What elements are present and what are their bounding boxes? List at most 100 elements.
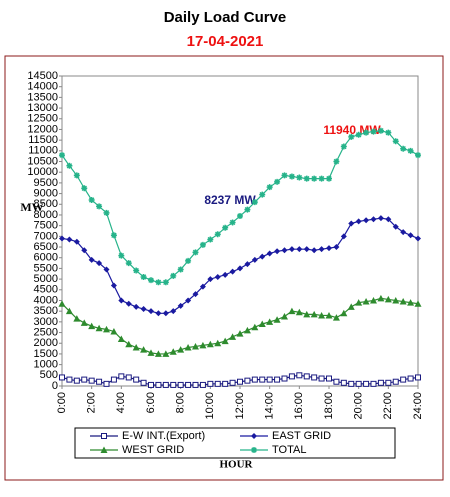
marker (214, 380, 221, 387)
marker (392, 378, 399, 385)
marker (392, 223, 399, 230)
y-tick-label: 2500 (34, 326, 58, 338)
marker (192, 342, 199, 350)
marker (340, 379, 347, 386)
marker (148, 277, 154, 284)
marker (207, 236, 214, 243)
marker (274, 376, 281, 383)
y-tick-label: 14500 (27, 70, 58, 82)
marker (266, 250, 273, 257)
marker (58, 300, 66, 307)
marker (81, 247, 88, 254)
y-tick-label: 3500 (34, 305, 58, 317)
marker (326, 375, 332, 382)
y-tick-label: 6500 (34, 241, 58, 253)
marker (192, 291, 199, 298)
marker (296, 246, 303, 253)
marker (303, 373, 310, 380)
marker (118, 373, 125, 380)
marker (110, 327, 118, 335)
marker (125, 374, 132, 381)
x-tick-label: 0:00 (56, 392, 68, 413)
marker (355, 299, 363, 306)
x-tick-label: 20:00 (353, 392, 365, 420)
marker (288, 373, 295, 380)
marker (251, 199, 258, 206)
marker (415, 374, 421, 381)
marker (348, 133, 355, 140)
marker (185, 381, 192, 388)
y-tick-label: 8000 (34, 209, 58, 221)
marker (96, 378, 103, 385)
marker (296, 174, 303, 181)
marker (310, 310, 318, 318)
y-tick-label: 4000 (34, 294, 58, 306)
marker (162, 279, 169, 286)
marker (177, 266, 184, 273)
marker (65, 307, 73, 315)
marker (399, 298, 407, 305)
marker (363, 380, 370, 387)
marker (229, 268, 236, 275)
marker (222, 380, 229, 387)
marker (81, 185, 88, 192)
marker (392, 296, 400, 304)
marker (333, 244, 340, 251)
marker (347, 303, 355, 310)
marker (88, 197, 95, 203)
y-tick-label: 500 (40, 369, 58, 381)
marker (162, 350, 170, 357)
marker (377, 379, 384, 386)
marker (340, 309, 348, 317)
marker (311, 374, 318, 381)
y-tick-label: 6000 (34, 252, 58, 264)
y-tick-label: 11000 (28, 145, 58, 157)
marker (266, 376, 273, 383)
marker (117, 335, 125, 342)
marker (133, 267, 140, 274)
x-tick-label: 10:00 (204, 392, 216, 420)
marker (140, 273, 147, 280)
marker (295, 308, 303, 316)
legend-label: EAST GRID (272, 430, 331, 442)
marker (414, 300, 422, 307)
marker (170, 272, 177, 279)
marker (281, 172, 288, 179)
marker (355, 218, 362, 225)
marker (377, 127, 384, 134)
marker (81, 376, 88, 383)
y-tick-label: 8500 (34, 198, 58, 210)
marker (73, 377, 80, 384)
y-tick-label: 2000 (34, 337, 58, 349)
marker (133, 376, 140, 383)
y-tick-label: 14000 (27, 81, 58, 93)
marker (370, 128, 377, 135)
marker (340, 233, 347, 240)
marker (251, 256, 258, 263)
marker (155, 310, 162, 317)
marker (318, 375, 325, 382)
legend-label: WEST GRID (122, 444, 184, 456)
marker (236, 330, 244, 337)
marker (110, 376, 117, 383)
marker (370, 296, 377, 304)
marker (140, 379, 147, 386)
y-tick-label: 7000 (34, 230, 58, 242)
marker (140, 306, 147, 313)
y-tick-label: 0 (52, 380, 58, 392)
marker (243, 326, 251, 334)
marker (251, 323, 259, 331)
marker (88, 322, 96, 330)
marker (303, 175, 310, 182)
marker (258, 320, 266, 327)
legend (74, 427, 396, 459)
marker (400, 229, 407, 236)
marker (377, 294, 385, 302)
marker (162, 381, 169, 388)
marker (66, 236, 73, 243)
marker (288, 307, 296, 315)
x-axis-label: HOUR (220, 459, 254, 471)
legend-label: TOTAL (272, 444, 306, 456)
marker (118, 297, 125, 304)
